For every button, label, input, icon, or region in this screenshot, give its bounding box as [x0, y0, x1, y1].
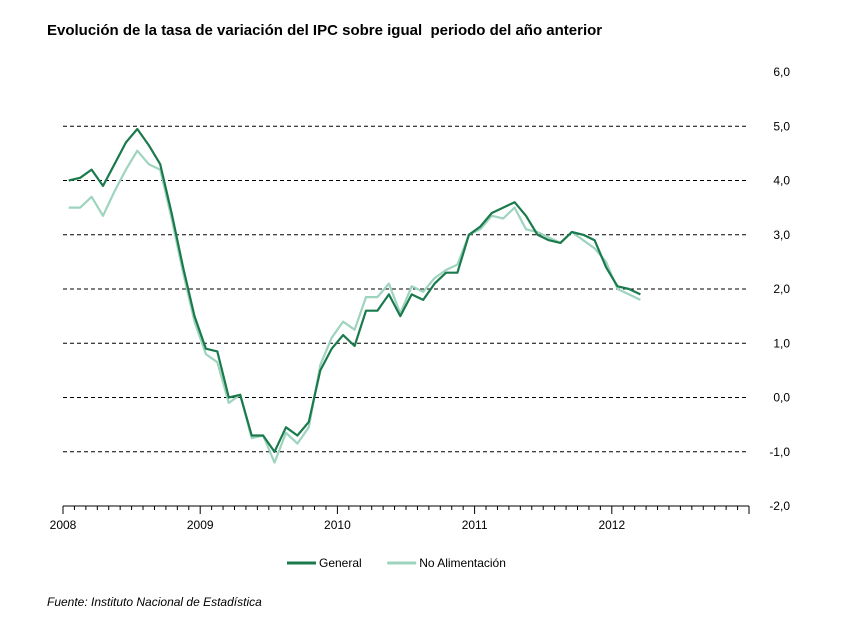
y-tick-label: 1,0 — [773, 336, 790, 350]
legend-label-general: General — [319, 556, 362, 570]
y-tick-label: 0,0 — [773, 391, 790, 405]
chart-title: Evolución de la tasa de variación del IP… — [47, 22, 603, 39]
y-tick-label: 2,0 — [773, 282, 790, 296]
y-tick-label: -1,0 — [769, 445, 790, 459]
series-line-no-alimentaci-n — [68, 149, 641, 464]
y-tick-label: -2,0 — [769, 499, 790, 513]
y-tick-label: 4,0 — [773, 174, 790, 188]
x-tick-label: 2009 — [187, 518, 214, 532]
x-tick-label: 2011 — [462, 518, 488, 532]
source-note: Fuente: Instituto Nacional de Estadístic… — [47, 595, 262, 609]
x-tick-label: 2008 — [50, 518, 77, 532]
y-tick-label: 3,0 — [773, 228, 790, 242]
series-line-general — [68, 127, 641, 453]
legend-label-no-alimentaci-n: No Alimentación — [419, 556, 506, 570]
y-tick-label: 5,0 — [773, 119, 790, 133]
x-tick-label: 2010 — [324, 518, 351, 532]
y-tick-label: 6,0 — [773, 65, 790, 79]
x-tick-label: 2012 — [598, 518, 625, 532]
